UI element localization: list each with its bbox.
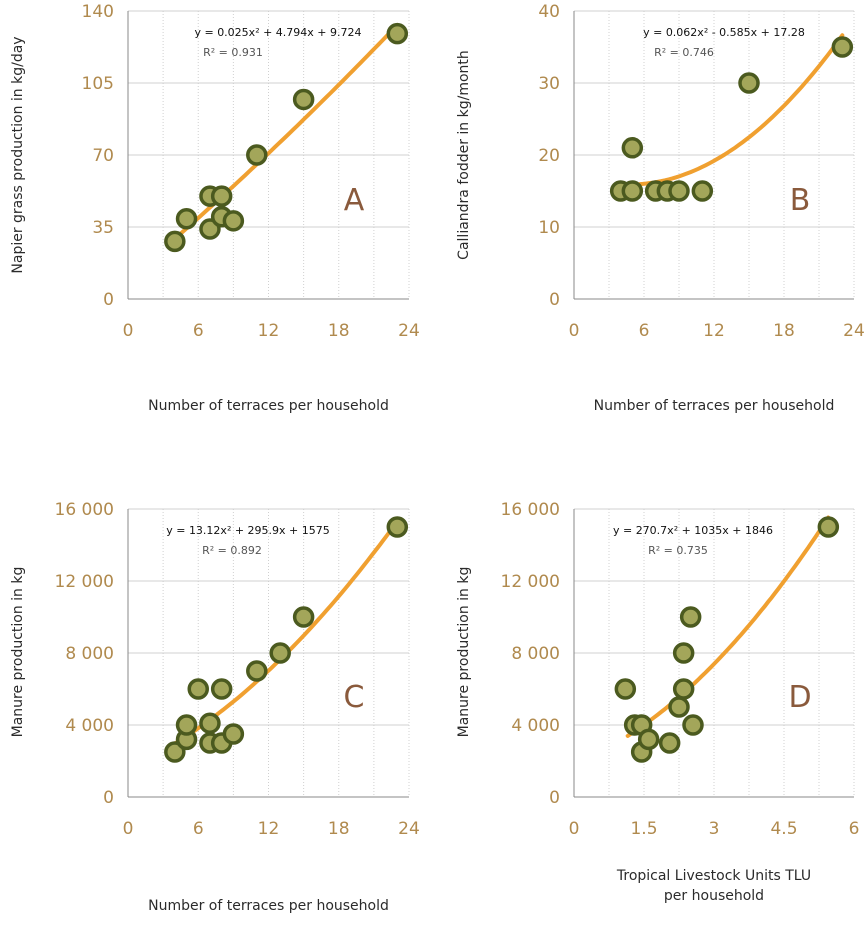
y-tick-label: 12 000	[55, 572, 114, 592]
data-point	[637, 728, 660, 751]
data-point	[269, 642, 291, 664]
y-tick-label: 40	[538, 2, 560, 22]
y-tick-label: 105	[82, 74, 114, 94]
data-point	[222, 723, 245, 745]
data-point	[246, 660, 268, 682]
data-point	[210, 678, 233, 700]
panel-letter: A	[344, 183, 365, 218]
x-tick-label: 18	[328, 321, 350, 341]
trend-equation: y = 270.7x² + 1035x + 1846	[613, 524, 773, 537]
x-tick-label: 0	[569, 819, 580, 839]
data-point	[164, 741, 186, 763]
y-tick-label: 16 000	[501, 500, 560, 520]
data-point	[187, 678, 209, 700]
data-point	[386, 516, 409, 538]
x-tick-label: 0	[123, 819, 134, 839]
x-tick-label: 24	[843, 321, 865, 341]
y-tick-label: 140	[82, 2, 114, 22]
trend-equation: y = 13.12x² + 295.9x + 1575	[166, 524, 330, 537]
data-point	[175, 208, 198, 230]
x-tick-label: 12	[258, 321, 280, 341]
y-tick-label: 16 000	[55, 500, 114, 520]
x-axis-title: Number of terraces per household	[148, 898, 389, 914]
data-point	[817, 516, 840, 538]
data-point	[679, 606, 702, 628]
data-point	[682, 714, 704, 736]
x-tick-label: 4.5	[770, 819, 797, 839]
trend-line	[625, 515, 831, 738]
data-point	[175, 714, 198, 736]
data-point	[621, 137, 644, 159]
r-squared-label: R² = 0.892	[202, 544, 262, 557]
trend-equation: y = 0.062x² - 0.585x + 17.28	[643, 26, 805, 39]
x-tick-label: 6	[639, 321, 650, 341]
y-tick-label: 20	[538, 146, 560, 166]
x-tick-label: 18	[328, 819, 350, 839]
data-point	[222, 210, 245, 232]
x-tick-label: 18	[773, 321, 795, 341]
y-tick-label: 0	[549, 290, 560, 310]
data-point	[614, 678, 637, 700]
y-tick-label: 30	[538, 74, 560, 94]
y-tick-label: 70	[92, 146, 114, 166]
y-axis-title: Manure production in kg	[456, 567, 472, 738]
data-point	[164, 230, 186, 253]
data-point	[831, 36, 854, 58]
data-point	[386, 22, 409, 45]
chart-b: 0 10 20 30 40 0 6 12 18 24 Calliandra fodder in kg…	[456, 2, 865, 414]
x-axis-title: Number of terraces per household	[148, 398, 389, 414]
x-tick-label: 0	[569, 321, 580, 341]
data-point	[210, 185, 233, 207]
x-axis-title: Number of terraces per household	[594, 398, 835, 414]
data-point	[691, 180, 714, 202]
x-tick-label: 12	[258, 819, 280, 839]
x-tick-label: 3	[709, 819, 720, 839]
data-point	[672, 642, 695, 664]
y-tick-label: 8 000	[65, 644, 114, 664]
chart-d: 0 4 000 8 000 12 000 16 000 0 1.5 3 4.5 6 Manure p…	[456, 500, 859, 904]
data-point	[621, 180, 644, 202]
data-point	[658, 732, 681, 754]
x-tick-label: 12	[703, 321, 725, 341]
data-point	[246, 144, 268, 166]
y-tick-label: 10	[538, 218, 560, 238]
y-tick-label: 12 000	[501, 572, 560, 592]
y-axis-title: Calliandra fodder in kg/month	[456, 50, 472, 260]
data-point	[199, 712, 221, 734]
y-tick-label: 0	[549, 788, 560, 808]
trend-equation: y = 0.025x² + 4.794x + 9.724	[194, 26, 361, 39]
r-squared-label: R² = 0.931	[203, 46, 263, 59]
chart-c: 0 4 000 8 000 12 000 16 000 0 6 12 18 24 Manure pr…	[10, 500, 420, 914]
r-squared-label: R² = 0.746	[654, 46, 714, 59]
y-tick-label: 8 000	[511, 644, 560, 664]
y-tick-label: 0	[103, 788, 114, 808]
x-tick-label: 0	[123, 321, 134, 341]
x-tick-label: 6	[193, 321, 204, 341]
x-axis-title: per household	[664, 888, 764, 904]
data-point	[292, 606, 315, 628]
y-axis-title: Napier grass production in kg/day	[10, 36, 26, 273]
y-tick-label: 0	[103, 290, 114, 310]
chart-a: 0 35 70 105 140 0 6 12 18 24 Napier grass producti…	[10, 2, 420, 414]
panel-letter: C	[344, 680, 365, 715]
x-tick-label: 6	[849, 819, 860, 839]
data-point	[738, 72, 760, 94]
x-tick-label: 1.5	[630, 819, 657, 839]
data-point	[292, 88, 315, 111]
r-squared-label: R² = 0.735	[648, 544, 708, 557]
y-tick-label: 4 000	[65, 716, 114, 736]
y-tick-label: 4 000	[511, 716, 560, 736]
y-axis-title: Manure production in kg	[10, 567, 26, 738]
data-point	[668, 180, 690, 202]
panel-letter: B	[790, 183, 811, 218]
data-point	[668, 696, 690, 718]
x-axis-title: Tropical Livestock Units TLU	[616, 868, 811, 884]
panel-letter: D	[788, 680, 811, 715]
y-tick-label: 35	[92, 218, 114, 238]
data-point	[672, 678, 695, 700]
x-tick-label: 24	[398, 819, 420, 839]
x-tick-label: 6	[193, 819, 204, 839]
x-tick-label: 24	[398, 321, 420, 341]
